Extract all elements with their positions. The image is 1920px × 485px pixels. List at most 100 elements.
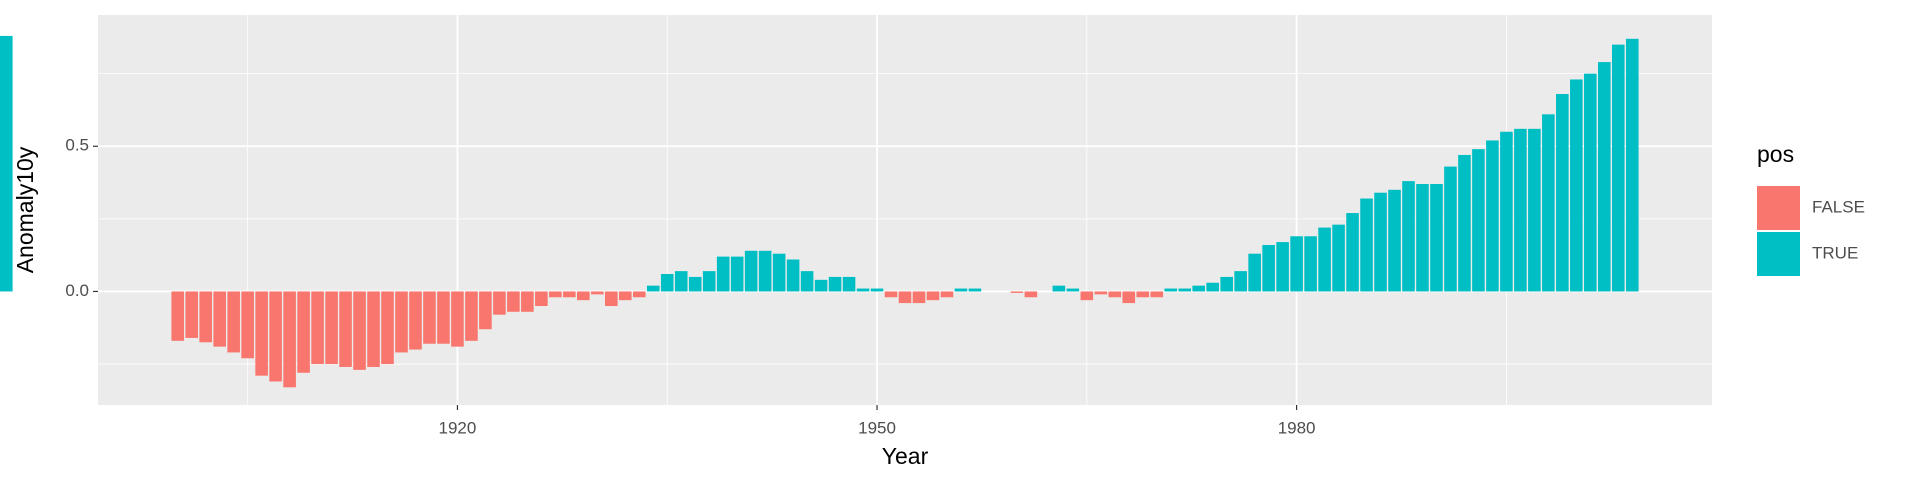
bar <box>1528 128 1541 292</box>
bar <box>618 291 632 301</box>
bar <box>1611 44 1625 292</box>
bar <box>353 291 366 370</box>
y-tick-label: 0.0 <box>65 281 89 300</box>
bar <box>381 291 394 365</box>
bar <box>577 291 590 301</box>
legend-key <box>1757 186 1800 230</box>
bar <box>1304 236 1317 292</box>
y-tick-label: 0.5 <box>65 136 89 155</box>
x-tick-label: 1950 <box>858 418 896 437</box>
bar <box>1108 291 1122 298</box>
legend-key <box>1757 232 1800 276</box>
bar <box>1122 291 1136 304</box>
bar <box>1584 73 1597 292</box>
bar <box>1248 253 1261 292</box>
bar <box>1276 242 1289 292</box>
bar <box>702 271 716 292</box>
bar <box>1598 62 1611 292</box>
bar <box>493 291 506 315</box>
bar <box>646 285 660 292</box>
bar <box>940 291 954 298</box>
bar <box>1234 271 1247 292</box>
bar <box>1514 128 1527 292</box>
bar <box>437 291 450 344</box>
bar <box>367 291 380 367</box>
bar <box>1458 154 1471 292</box>
bar <box>1570 79 1583 292</box>
bar <box>870 288 884 292</box>
bar <box>1220 276 1233 292</box>
bar <box>1080 291 1094 301</box>
bar <box>1416 184 1429 292</box>
bar <box>912 291 926 304</box>
bar <box>1346 213 1359 292</box>
bar <box>842 276 856 292</box>
bar <box>507 291 520 312</box>
bar <box>604 291 618 306</box>
bar <box>800 271 814 292</box>
bar <box>1486 140 1499 292</box>
bar <box>395 291 408 353</box>
bar <box>1360 198 1373 292</box>
bar <box>1500 131 1513 292</box>
bar <box>1290 236 1303 292</box>
bar <box>730 256 744 292</box>
bar <box>1374 192 1387 292</box>
bar <box>255 291 268 376</box>
bar <box>1066 288 1080 292</box>
legend-label: FALSE <box>1812 197 1865 216</box>
bar <box>968 288 982 292</box>
bar <box>591 291 604 295</box>
bar <box>423 291 436 344</box>
bar <box>1010 291 1024 293</box>
bar <box>786 259 800 292</box>
bar <box>632 291 646 298</box>
bar <box>213 291 226 347</box>
bar <box>1024 291 1038 298</box>
bar <box>828 276 842 292</box>
bar <box>1332 224 1345 292</box>
bar <box>1094 291 1108 295</box>
bar <box>1625 38 1639 292</box>
bar <box>1262 244 1275 292</box>
bar <box>241 291 254 359</box>
bar <box>1150 291 1164 298</box>
bar <box>884 291 898 298</box>
bar <box>563 291 576 298</box>
bar <box>674 271 688 292</box>
bar <box>479 291 492 330</box>
bar <box>0 35 13 292</box>
bar <box>1206 282 1219 292</box>
bar <box>772 253 786 292</box>
bar <box>535 291 548 306</box>
bar <box>269 291 282 382</box>
bar <box>549 291 562 298</box>
bar <box>1444 166 1457 292</box>
bar <box>171 291 185 341</box>
bar <box>898 291 912 304</box>
bar <box>744 250 758 292</box>
bar <box>926 291 940 301</box>
legend-title: pos <box>1757 141 1794 167</box>
bar <box>856 288 870 292</box>
bar <box>297 291 310 373</box>
bar <box>814 279 828 292</box>
bar <box>1472 149 1485 292</box>
bar <box>283 291 296 388</box>
legend-label: TRUE <box>1812 243 1858 262</box>
bar <box>451 291 464 347</box>
bar <box>227 291 240 353</box>
bar <box>1178 288 1192 292</box>
panel <box>98 15 1712 405</box>
bar <box>1430 184 1443 292</box>
x-axis-title: Year <box>882 443 929 469</box>
bar <box>521 291 534 312</box>
bar <box>465 291 478 341</box>
bar <box>199 291 212 343</box>
bar <box>409 291 422 350</box>
bar <box>660 274 674 292</box>
bar <box>325 291 338 365</box>
bar <box>1052 285 1066 292</box>
x-tick-label: 1980 <box>1278 418 1316 437</box>
